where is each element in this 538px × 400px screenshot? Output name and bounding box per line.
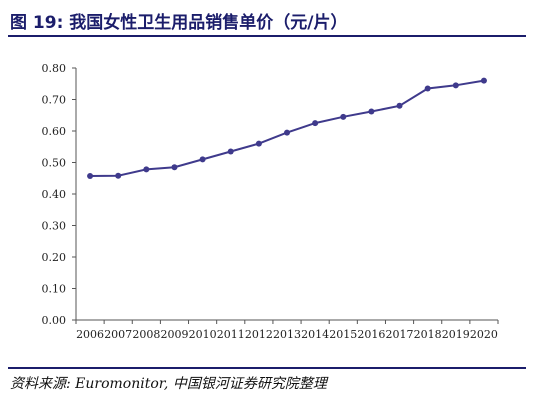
x-tick-label: 2012	[245, 328, 273, 341]
data-point	[227, 148, 234, 155]
data-point	[480, 77, 487, 84]
x-tick-label: 2016	[357, 328, 385, 341]
chart-title: 图 19: 我国女性卫生用品销售单价（元/片）	[10, 13, 348, 33]
data-point	[115, 172, 122, 179]
x-tick-label: 2019	[442, 328, 470, 341]
data-point	[199, 156, 206, 163]
source-note: 资料来源: Euromonitor, 中国银河证券研究院整理	[10, 376, 327, 392]
x-tick-label: 2015	[329, 328, 357, 341]
x-tick-label: 2011	[217, 328, 245, 341]
y-tick-label: 0.70	[42, 94, 67, 107]
y-tick-label: 0.50	[42, 157, 67, 170]
series-line	[90, 79, 485, 177]
x-tick-label: 2014	[301, 328, 329, 341]
x-tick-label: 2010	[189, 328, 217, 341]
data-point	[312, 120, 319, 127]
data-point	[396, 102, 403, 109]
data-point	[368, 108, 375, 115]
y-tick-label: 0.10	[42, 283, 67, 296]
data-point	[284, 129, 290, 136]
data-point	[452, 82, 459, 89]
y-tick-label: 0.30	[42, 220, 67, 233]
y-tick-label: 0.00	[42, 314, 67, 327]
x-tick-label: 2017	[386, 328, 414, 341]
y-tick-label: 0.80	[42, 62, 67, 75]
x-tick-label: 2008	[132, 328, 160, 341]
data-point	[255, 140, 262, 147]
x-tick-label: 2013	[273, 328, 301, 341]
y-tick-label: 0.20	[42, 251, 67, 264]
data-point	[87, 173, 94, 180]
data-point	[143, 166, 150, 173]
data-point	[340, 113, 347, 120]
y-tick-label: 0.60	[42, 125, 67, 138]
x-tick-label: 2020	[470, 328, 498, 341]
title-divider	[8, 35, 526, 37]
x-tick-label: 2007	[104, 328, 132, 341]
x-tick-label: 2009	[160, 328, 188, 341]
y-tick-label: 0.40	[42, 188, 67, 201]
data-point	[171, 164, 178, 171]
x-tick-label: 2006	[76, 328, 104, 341]
data-point	[424, 85, 431, 92]
footer-divider	[8, 367, 526, 369]
x-tick-label: 2018	[414, 328, 442, 341]
